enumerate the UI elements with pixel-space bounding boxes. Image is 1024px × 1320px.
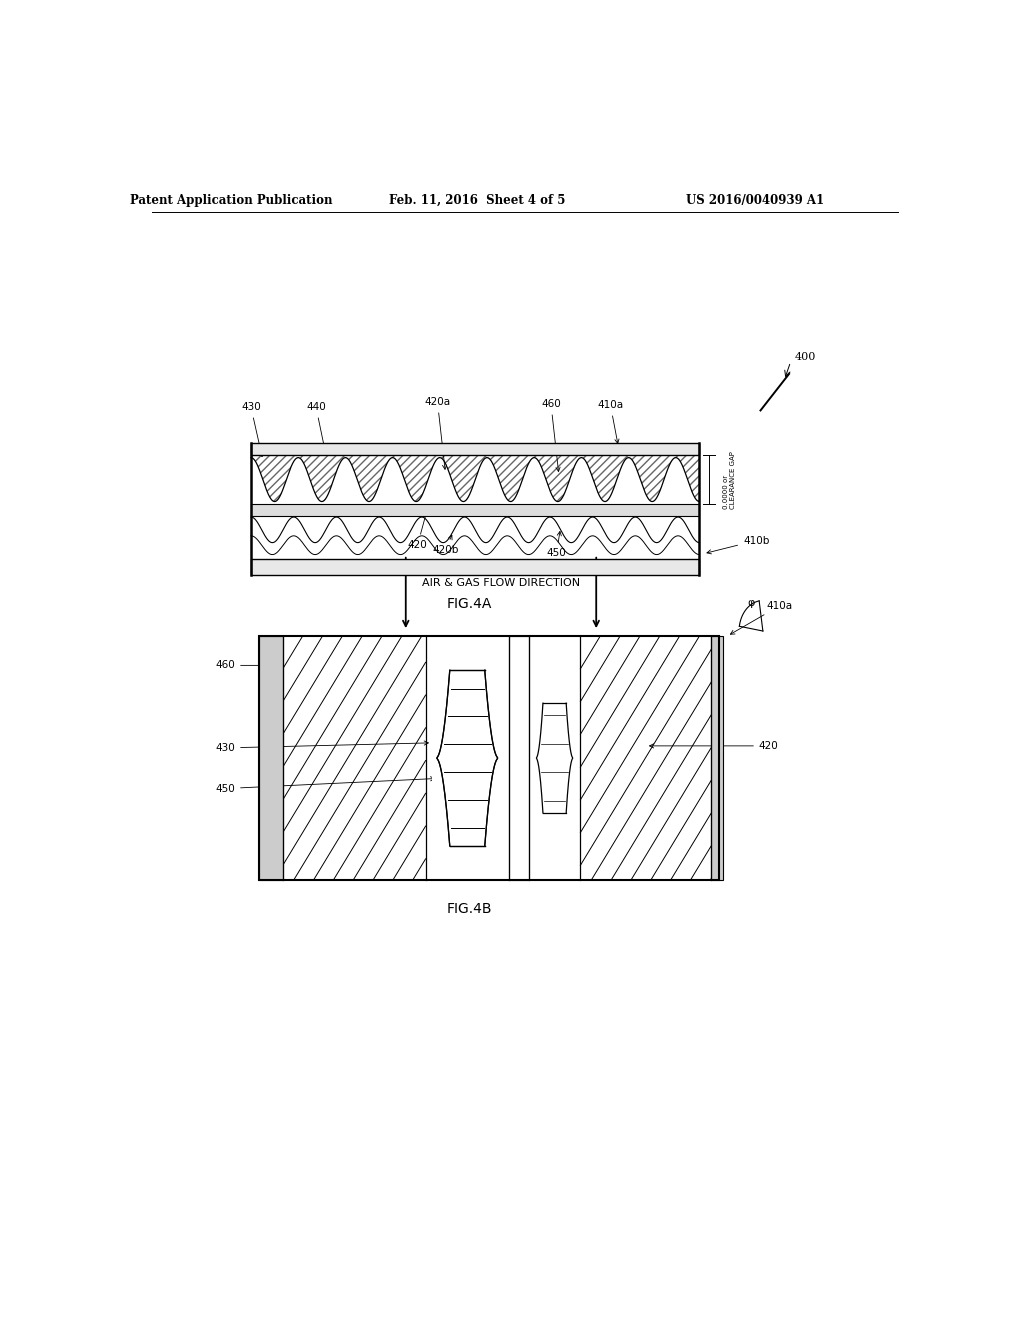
Bar: [251, 558, 699, 576]
Text: Feb. 11, 2016  Sheet 4 of 5: Feb. 11, 2016 Sheet 4 of 5: [389, 194, 565, 206]
Text: 420: 420: [649, 741, 778, 751]
Text: 410a: 410a: [597, 400, 624, 444]
Text: AIR & GAS FLOW DIRECTION: AIR & GAS FLOW DIRECTION: [422, 578, 580, 587]
Text: 440: 440: [306, 403, 327, 454]
Text: 0.0000 or
CLEARANCE GAP: 0.0000 or CLEARANCE GAP: [723, 450, 736, 508]
Text: φ: φ: [748, 598, 755, 607]
Bar: [251, 444, 699, 455]
Bar: [251, 455, 699, 504]
Bar: [259, 636, 719, 880]
Text: 420: 420: [408, 504, 429, 549]
Bar: [509, 636, 528, 880]
Text: 420a: 420a: [424, 397, 451, 470]
Bar: [432, 671, 503, 846]
Text: FIG.4A: FIG.4A: [446, 597, 492, 611]
Text: 410b: 410b: [707, 536, 769, 554]
Text: 430: 430: [215, 741, 428, 752]
Text: 410a: 410a: [730, 601, 793, 634]
Text: 400: 400: [795, 351, 816, 362]
Text: 430: 430: [241, 403, 263, 457]
Text: Patent Application Publication: Patent Application Publication: [130, 194, 333, 206]
Text: 460: 460: [215, 660, 267, 671]
Text: US 2016/0040939 A1: US 2016/0040939 A1: [686, 194, 824, 206]
Bar: [251, 516, 699, 558]
Bar: [251, 504, 699, 516]
Bar: [259, 636, 283, 880]
Text: 450: 450: [215, 776, 435, 793]
Text: 460: 460: [541, 400, 561, 471]
Text: 420b: 420b: [432, 535, 459, 554]
Text: FIG.4B: FIG.4B: [446, 902, 492, 916]
Text: 450: 450: [547, 532, 566, 558]
Bar: [534, 704, 575, 813]
Bar: [712, 636, 723, 880]
Bar: [259, 636, 719, 880]
